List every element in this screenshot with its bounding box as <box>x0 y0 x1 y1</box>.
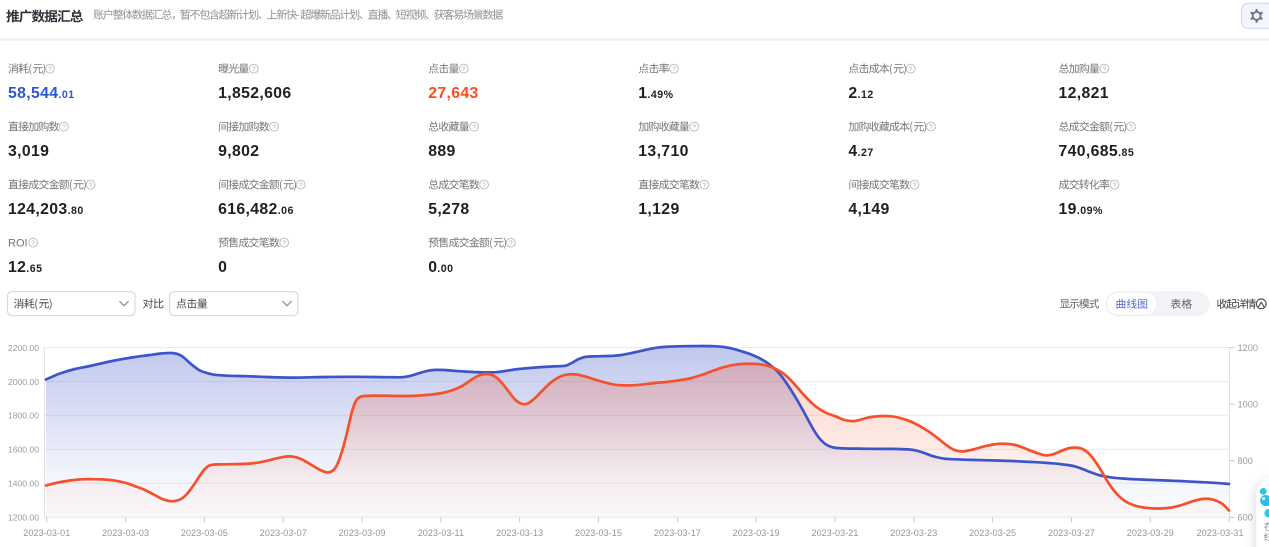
svg-text:800: 800 <box>1238 456 1253 466</box>
svg-text:4,149: 4,149 <box>848 201 889 218</box>
svg-text:.00: .00 <box>437 263 453 275</box>
svg-text:2023-03-17: 2023-03-17 <box>654 528 701 538</box>
svg-text:2023-03-25: 2023-03-25 <box>969 528 1016 538</box>
svg-text:12,821: 12,821 <box>1059 85 1109 102</box>
svg-text:?: ? <box>252 66 256 73</box>
svg-text:.06: .06 <box>278 205 294 217</box>
svg-text:19: 19 <box>1059 201 1077 218</box>
svg-text:?: ? <box>703 182 707 189</box>
svg-text:2: 2 <box>848 85 857 102</box>
svg-text:.27: .27 <box>858 147 874 159</box>
svg-text:3,019: 3,019 <box>8 143 49 160</box>
svg-text:.65: .65 <box>26 263 42 275</box>
svg-text:2023-03-01: 2023-03-01 <box>23 528 70 538</box>
svg-text:2200.00: 2200.00 <box>8 343 39 353</box>
svg-text:?: ? <box>929 124 933 131</box>
svg-text:?: ? <box>913 182 917 189</box>
svg-text:12: 12 <box>8 259 26 276</box>
svg-text:?: ? <box>1102 66 1106 73</box>
svg-text:9,802: 9,802 <box>218 143 259 160</box>
svg-text:2023-03-21: 2023-03-21 <box>811 528 858 538</box>
svg-text:?: ? <box>482 182 486 189</box>
svg-text:1: 1 <box>638 85 647 102</box>
svg-text:.85: .85 <box>1118 147 1134 159</box>
svg-text:2023-03-15: 2023-03-15 <box>575 528 622 538</box>
svg-text:.80: .80 <box>68 205 84 217</box>
svg-text:124,203: 124,203 <box>8 201 68 218</box>
svg-text:1,852,606: 1,852,606 <box>218 85 291 102</box>
svg-text:?: ? <box>282 240 286 247</box>
svg-text:?: ? <box>1129 124 1133 131</box>
svg-text:2023-03-27: 2023-03-27 <box>1048 528 1095 538</box>
svg-text:.49%: .49% <box>647 89 673 101</box>
svg-text:?: ? <box>31 240 35 247</box>
svg-text:2023-03-19: 2023-03-19 <box>733 528 780 538</box>
svg-text:1800.00: 1800.00 <box>8 411 39 421</box>
svg-text:?: ? <box>1113 182 1117 189</box>
svg-text:.09%: .09% <box>1077 205 1103 217</box>
svg-text:?: ? <box>89 182 93 189</box>
svg-text:4: 4 <box>848 143 857 160</box>
svg-text:2023-03-11: 2023-03-11 <box>418 528 464 538</box>
svg-text:?: ? <box>62 124 66 131</box>
svg-text:0: 0 <box>218 259 227 276</box>
svg-text:2023-03-05: 2023-03-05 <box>181 528 228 538</box>
svg-text:?: ? <box>272 124 276 131</box>
svg-text:616,482: 616,482 <box>218 201 278 218</box>
svg-text:2023-03-29: 2023-03-29 <box>1127 528 1174 538</box>
svg-text:?: ? <box>909 66 913 73</box>
svg-text:2023-03-09: 2023-03-09 <box>339 528 386 538</box>
svg-text:1200: 1200 <box>1238 343 1258 353</box>
svg-text:.12: .12 <box>858 89 874 101</box>
svg-text:?: ? <box>299 182 303 189</box>
svg-text:58,544: 58,544 <box>8 85 58 102</box>
svg-text:2023-03-31: 2023-03-31 <box>1197 528 1244 538</box>
svg-text:?: ? <box>472 124 476 131</box>
svg-text:13,710: 13,710 <box>638 143 688 160</box>
svg-text:?: ? <box>672 66 676 73</box>
svg-text:2023-03-03: 2023-03-03 <box>102 528 149 538</box>
svg-text:?: ? <box>462 66 466 73</box>
svg-text:5,278: 5,278 <box>428 201 469 218</box>
svg-text:ROI: ROI <box>8 238 28 250</box>
svg-text:?: ? <box>48 66 52 73</box>
svg-text:1000: 1000 <box>1238 399 1258 409</box>
svg-text:2000.00: 2000.00 <box>8 377 39 387</box>
svg-text:1200.00: 1200.00 <box>8 513 39 523</box>
svg-text:.01: .01 <box>58 89 74 101</box>
svg-text:2023-03-23: 2023-03-23 <box>890 528 937 538</box>
svg-text:?: ? <box>692 124 696 131</box>
svg-text:1600.00: 1600.00 <box>8 445 39 455</box>
svg-text:0: 0 <box>428 259 437 276</box>
svg-text:?: ? <box>509 240 513 247</box>
svg-text:600: 600 <box>1238 513 1253 523</box>
svg-text:1,129: 1,129 <box>638 201 679 218</box>
svg-text:740,685: 740,685 <box>1059 143 1119 160</box>
svg-text:2023-03-13: 2023-03-13 <box>496 528 543 538</box>
svg-text:27,643: 27,643 <box>428 85 478 102</box>
svg-text:2023-03-07: 2023-03-07 <box>260 528 307 538</box>
svg-text:1400.00: 1400.00 <box>8 479 39 489</box>
svg-text:889: 889 <box>428 143 455 160</box>
